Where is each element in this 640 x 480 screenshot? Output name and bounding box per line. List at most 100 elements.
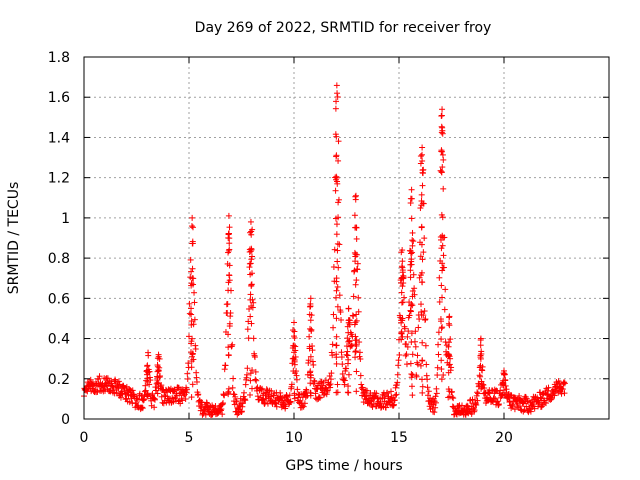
data-point [439,294,446,301]
data-point [333,98,340,105]
data-point [447,355,454,362]
data-point [202,411,209,418]
data-point [334,93,341,100]
data-point [247,291,254,298]
data-point [527,408,534,415]
data-point [403,361,410,368]
data-point [273,403,280,410]
data-point [188,282,195,289]
data-point [399,283,406,290]
data-point [464,402,471,409]
data-point [471,407,478,414]
data-point [353,277,360,284]
data-point [438,376,445,383]
data-point [432,399,439,406]
data-point [294,386,301,393]
data-point [439,242,446,249]
data-point [248,281,255,288]
data-point [154,379,161,386]
data-point [139,405,146,412]
y-tick-label: 1 [61,211,70,227]
data-point [434,364,441,371]
data-point [439,214,446,221]
data-point [219,411,226,418]
data-point [438,366,445,373]
data-point [432,393,439,400]
data-point [94,388,101,395]
data-point [353,317,360,324]
data-point [350,293,357,300]
data-point [407,250,414,257]
data-point [307,389,314,396]
data-point [352,354,359,361]
data-point [474,390,481,397]
data-point [448,388,455,395]
data-point [439,264,446,271]
data-point [176,390,183,397]
data-point [407,307,414,314]
data-point [267,393,274,400]
data-point [352,319,359,326]
data-point [338,316,345,323]
data-point [154,355,161,362]
data-point [409,302,416,309]
data-point [441,306,448,313]
data-point [333,333,340,340]
data-point [226,320,233,327]
data-point [409,392,416,399]
data-point [543,400,549,407]
data-point [437,234,444,241]
data-point [438,112,445,119]
data-point [345,371,352,378]
data-point [311,378,318,385]
data-point [192,346,199,353]
data-point [500,379,507,386]
data-point [231,401,238,408]
data-point [446,361,453,368]
data-point [242,397,249,404]
data-point [439,124,446,131]
data-point [333,82,340,89]
data-point [450,404,457,411]
data-point [296,399,303,406]
data-point [422,316,429,323]
chart-title: Day 269 of 2022, SRMTID for receiver fro… [195,20,492,36]
data-point [364,387,371,394]
data-point [245,335,252,342]
data-point [310,361,317,368]
data-point [503,386,510,393]
data-point [524,398,531,405]
data-point [333,221,340,228]
data-point [191,299,198,306]
y-tick-label: 0.2 [48,372,70,388]
data-point [189,214,196,221]
data-point [445,339,452,346]
data-point [418,198,425,205]
data-point [399,333,406,340]
data-point [332,131,339,138]
data-point [396,351,403,358]
axis-ticks: 0 0.2 0.4 0.6 0.8 1 1.2 1.4 1.6 1.8 0 5 10 15 20 [48,50,609,446]
data-point [126,399,133,406]
data-point [309,347,316,354]
data-point [250,335,257,342]
data-point [436,298,443,305]
data-point [306,343,313,350]
data-point [355,308,362,315]
data-point [155,367,162,374]
data-point [415,324,422,331]
data-point [439,267,446,274]
grid-lines [84,57,609,419]
data-point [408,256,415,263]
data-point [412,328,419,335]
data-point [417,301,424,308]
data-point [151,396,158,403]
data-point [186,310,193,317]
data-point [323,386,330,393]
data-point [362,395,369,402]
data-point [307,353,314,360]
data-point [308,326,315,333]
data-point [244,326,251,333]
data-point [345,389,352,396]
